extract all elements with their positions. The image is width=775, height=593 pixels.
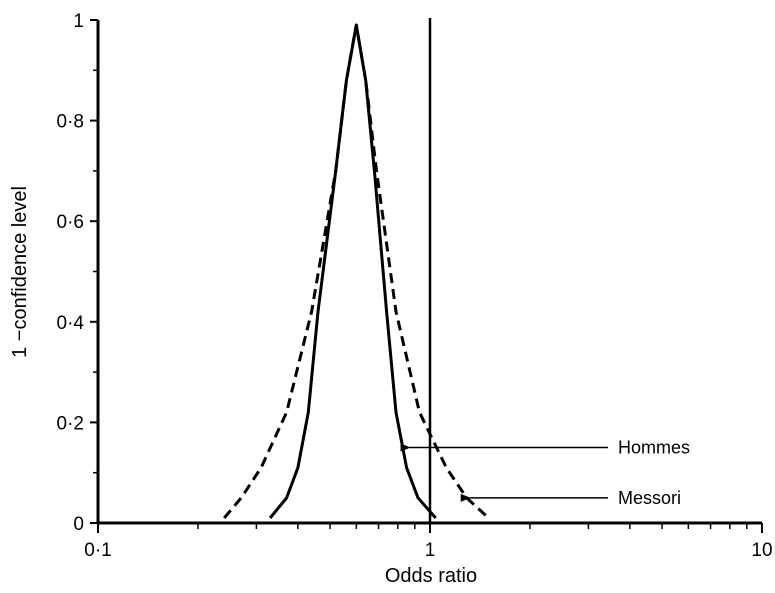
- annotations: Hommes Messori: [400, 438, 690, 508]
- x-axis-label: Odds ratio: [385, 565, 477, 587]
- annotation-label-messori: Messori: [618, 488, 681, 508]
- y-tick-label: 0: [73, 514, 84, 535]
- y-tick-label: 0·6: [57, 212, 84, 233]
- series-group: [223, 23, 490, 520]
- series-line-hommes: [268, 23, 437, 519]
- x-tick-label: 0·1: [84, 540, 111, 561]
- x-tick-label: 1: [425, 540, 436, 561]
- y-axis-label: 1 −confidence level: [9, 186, 31, 358]
- y-tick-label: 0·2: [57, 413, 84, 434]
- ticks: 0 0·2 0·4 0·6 0·8 1 0·1 1 10: [57, 11, 773, 561]
- y-tick-label: 1: [73, 11, 84, 32]
- y-tick-label: 0·8: [57, 112, 84, 133]
- annotation-label-hommes: Hommes: [618, 438, 690, 458]
- y-tick-label: 0·4: [57, 313, 85, 334]
- series-line-messori: [223, 23, 490, 520]
- x-tick-label: 10: [751, 540, 772, 561]
